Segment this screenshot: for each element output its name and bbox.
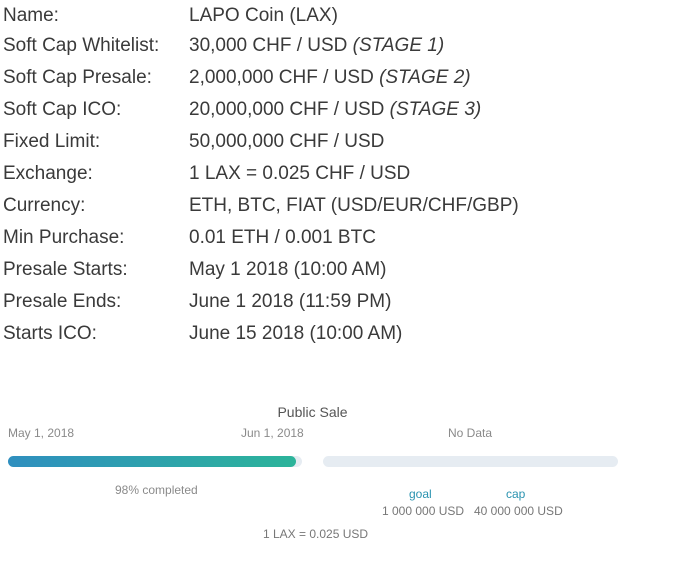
detail-label: Presale Ends: — [3, 291, 122, 312]
detail-label: Name: — [3, 5, 59, 26]
detail-value: June 1 2018 (11:59 PM) — [189, 291, 392, 312]
detail-label: Min Purchase: — [3, 227, 125, 248]
sale-progress-track — [8, 456, 302, 467]
detail-value: 30,000 CHF / USD (STAGE 1) — [189, 35, 445, 56]
detail-value: May 1 2018 (10:00 AM) — [189, 259, 387, 280]
detail-value: 50,000,000 CHF / USD — [189, 131, 385, 152]
sale-progress-fill — [8, 456, 297, 467]
exchange-rate-label: 1 LAX = 0.025 USD — [263, 527, 369, 541]
detail-row-currency: Currency: ETH, BTC, FIAT (USD/EUR/CHF/GB… — [0, 190, 680, 222]
detail-value: LAPO Coin (LAX) — [189, 5, 338, 26]
detail-value: 20,000,000 CHF / USD (STAGE 3) — [189, 99, 482, 120]
detail-value: 0.01 ETH / 0.001 BTC — [189, 227, 376, 248]
detail-row-soft-cap-ico: Soft Cap ICO: 20,000,000 CHF / USD (STAG… — [0, 94, 680, 126]
sale-start-date: May 1, 2018 — [8, 426, 75, 440]
goal-value: 1 000 000 USD — [382, 504, 465, 518]
stage-note: (STAGE 1) — [352, 35, 445, 56]
detail-label: Soft Cap Whitelist: — [3, 35, 160, 56]
detail-label: Presale Starts: — [3, 259, 128, 280]
detail-row-exchange: Exchange: 1 LAX = 0.025 CHF / USD — [0, 158, 680, 190]
cap-value: 40 000 000 USD — [474, 504, 563, 518]
detail-row-soft-cap-presale: Soft Cap Presale: 2,000,000 CHF / USD (S… — [0, 62, 680, 94]
stage-note: (STAGE 2) — [379, 67, 471, 88]
detail-label: Starts ICO: — [3, 323, 97, 344]
completed-percent-label: 98% completed — [115, 483, 198, 497]
detail-row-starts-ico: Starts ICO: June 15 2018 (10:00 AM) — [0, 318, 680, 350]
no-data-label: No Data — [448, 426, 493, 440]
cap-label: cap — [506, 487, 526, 501]
detail-row-soft-cap-whitelist: Soft Cap Whitelist: 30,000 CHF / USD (ST… — [0, 30, 680, 62]
detail-row-presale-ends: Presale Ends: June 1 2018 (11:59 PM) — [0, 286, 680, 318]
stage-note: (STAGE 3) — [389, 99, 482, 120]
secondary-progress-track — [323, 456, 618, 467]
detail-value: 1 LAX = 0.025 CHF / USD — [189, 163, 411, 184]
detail-value: ETH, BTC, FIAT (USD/EUR/CHF/GBP) — [189, 195, 519, 216]
detail-row-presale-starts: Presale Starts: May 1 2018 (10:00 AM) — [0, 254, 680, 286]
detail-value: June 15 2018 (10:00 AM) — [189, 323, 403, 344]
detail-row-min-purchase: Min Purchase: 0.01 ETH / 0.001 BTC — [0, 222, 680, 254]
sale-end-date: Jun 1, 2018 — [241, 426, 304, 440]
detail-row-fixed-limit: Fixed Limit: 50,000,000 CHF / USD — [0, 126, 680, 158]
sale-title: Public Sale — [277, 404, 348, 420]
detail-label: Currency: — [3, 195, 86, 216]
goal-label: goal — [409, 487, 432, 501]
detail-row-name: Name: LAPO Coin (LAX) — [0, 0, 680, 32]
detail-label: Soft Cap ICO: — [3, 99, 122, 120]
detail-value: 2,000,000 CHF / USD (STAGE 2) — [189, 67, 471, 88]
detail-label: Soft Cap Presale: — [3, 67, 152, 88]
public-sale-widget: Public Sale May 1, 2018 Jun 1, 2018 No D… — [0, 395, 680, 555]
detail-label: Exchange: — [3, 163, 93, 184]
detail-label: Fixed Limit: — [3, 131, 101, 152]
